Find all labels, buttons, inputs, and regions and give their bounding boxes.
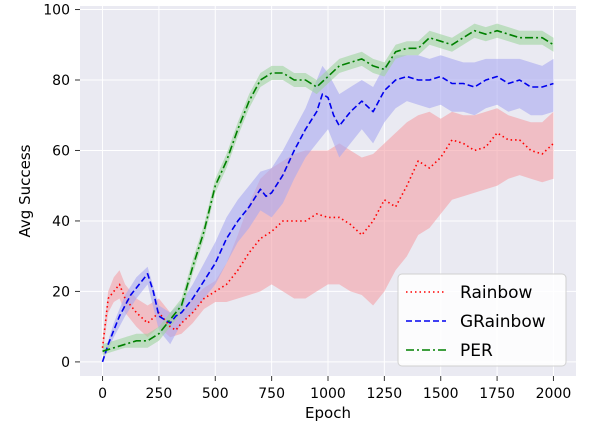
y-tick-label: 40: [52, 214, 70, 230]
grainbow-band: [102, 55, 554, 362]
x-tick-label: 500: [202, 386, 229, 402]
x-tick-label: 250: [146, 386, 173, 402]
y-tick-label: 60: [52, 143, 70, 159]
x-tick-label: 750: [258, 386, 285, 402]
x-tick-label: 2000: [536, 386, 572, 402]
x-tick-label: 0: [98, 386, 107, 402]
legend: Rainbow GRainbow PER: [397, 273, 567, 367]
y-axis-label: Avg Success: [16, 144, 34, 237]
rainbow-band: [102, 108, 554, 355]
series-lines: [101, 29, 555, 363]
x-tick-label: 1250: [367, 386, 403, 402]
x-tick-label: 1500: [423, 386, 459, 402]
y-tick-label: 100: [43, 3, 70, 19]
legend-rainbow-label: Rainbow: [460, 283, 533, 303]
x-axis-ticks: 0 250 500 750 1000 1250 1500 1750 2000: [98, 376, 571, 402]
legend-box: [397, 273, 567, 367]
grainbow-line: [101, 75, 554, 363]
y-tick-label: 80: [52, 73, 70, 89]
y-tick-label: 20: [52, 284, 70, 300]
y-axis-ticks: 0 20 40 60 80 100: [43, 3, 80, 371]
x-tick-label: 1750: [479, 386, 515, 402]
confidence-bands: [102, 23, 554, 362]
legend-grainbow-label: GRainbow: [460, 312, 546, 332]
legend-per-label: PER: [460, 341, 493, 361]
rainbow-line: [101, 132, 555, 348]
x-axis-label: Epoch: [305, 404, 351, 422]
y-tick-label: 0: [61, 355, 70, 371]
x-tick-label: 1000: [310, 386, 346, 402]
